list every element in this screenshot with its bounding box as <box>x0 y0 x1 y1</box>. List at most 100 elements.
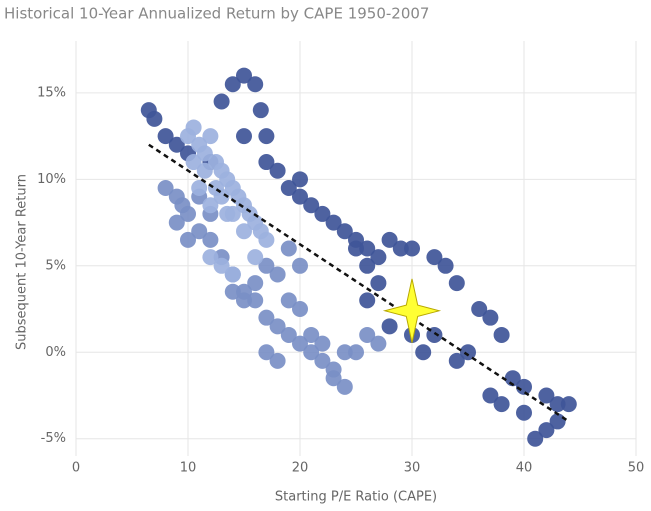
trend-line <box>148 143 570 423</box>
data-point <box>471 301 488 318</box>
data-point <box>202 197 219 214</box>
data-point <box>236 223 252 240</box>
data-point <box>168 214 185 231</box>
data-point <box>224 283 241 300</box>
data-point <box>381 231 398 248</box>
data-point <box>269 352 286 369</box>
data-point <box>392 240 409 257</box>
data-point <box>180 231 196 248</box>
data-point <box>269 318 286 335</box>
data-point <box>202 128 219 145</box>
data-point <box>219 205 236 222</box>
data-point <box>370 249 387 266</box>
data-point <box>191 179 208 196</box>
data-point <box>448 275 465 292</box>
x-tick-label: 10 <box>180 461 197 476</box>
data-point <box>280 326 297 343</box>
data-point <box>236 128 252 145</box>
data-point <box>348 344 364 361</box>
data-point <box>359 326 376 343</box>
data-point <box>549 413 566 430</box>
data-point <box>359 240 376 257</box>
data-point <box>258 309 275 326</box>
data-point <box>236 292 252 309</box>
y-tick-label: 10% <box>37 172 66 187</box>
data-point <box>292 188 308 205</box>
data-point <box>448 352 465 369</box>
data-point <box>258 231 275 248</box>
data-point <box>336 344 353 361</box>
data-point <box>493 396 510 413</box>
data-point <box>280 179 297 196</box>
y-tick-label: 15% <box>37 85 66 100</box>
data-point <box>292 257 308 274</box>
data-point <box>196 145 213 162</box>
data-point <box>213 257 230 274</box>
data-point <box>236 67 252 84</box>
data-point <box>336 378 353 395</box>
data-point <box>404 240 420 257</box>
data-point <box>185 119 202 136</box>
data-point <box>191 223 208 240</box>
data-point <box>146 110 163 127</box>
x-tick-label: 50 <box>628 461 645 476</box>
data-point <box>348 240 364 257</box>
highlight-star <box>382 278 442 343</box>
data-point <box>202 249 219 266</box>
data-point <box>381 318 398 335</box>
data-point <box>168 136 185 153</box>
data-point <box>208 179 224 196</box>
data-point <box>247 249 264 266</box>
data-point <box>269 266 286 283</box>
data-point <box>280 240 297 257</box>
data-point <box>370 335 387 352</box>
data-point <box>504 370 521 387</box>
data-point <box>280 292 297 309</box>
chart-title: Historical 10-Year Annualized Return by … <box>4 5 429 23</box>
data-point <box>213 93 230 110</box>
data-point <box>560 396 577 413</box>
x-tick-label: 0 <box>72 461 80 476</box>
data-point <box>224 266 241 283</box>
data-point <box>359 257 376 274</box>
data-point <box>538 422 555 439</box>
data-point <box>157 179 174 196</box>
data-point <box>303 326 320 343</box>
data-point <box>292 301 308 318</box>
data-point <box>252 102 269 119</box>
y-tick-label: -5% <box>41 431 66 446</box>
data-point <box>482 309 499 326</box>
data-point <box>426 249 443 266</box>
data-point <box>269 162 286 179</box>
data-point <box>516 404 532 421</box>
data-point <box>303 344 320 361</box>
data-point <box>247 275 264 292</box>
data-point <box>258 154 275 171</box>
data-point <box>314 205 331 222</box>
x-tick-label: 30 <box>404 461 421 476</box>
data-point <box>247 292 264 309</box>
data-point <box>247 76 264 93</box>
data-point <box>196 162 213 179</box>
data-point <box>224 76 241 93</box>
data-point <box>325 214 342 231</box>
y-tick-label: 0% <box>45 345 66 360</box>
data-point <box>415 344 432 361</box>
x-axis-title: Starting P/E Ratio (CAPE) <box>275 490 437 505</box>
data-point <box>516 378 532 395</box>
data-point <box>314 335 331 352</box>
data-point <box>538 387 555 404</box>
data-point <box>493 326 510 343</box>
data-point <box>292 171 308 188</box>
data-point <box>482 387 499 404</box>
data-point <box>202 231 219 248</box>
data-point <box>527 430 544 447</box>
x-tick-label: 40 <box>516 461 533 476</box>
data-point <box>185 154 202 171</box>
data-point <box>370 275 387 292</box>
data-point <box>258 257 275 274</box>
data-point <box>292 335 308 352</box>
data-point <box>258 344 275 361</box>
y-tick-label: 5% <box>45 258 66 273</box>
